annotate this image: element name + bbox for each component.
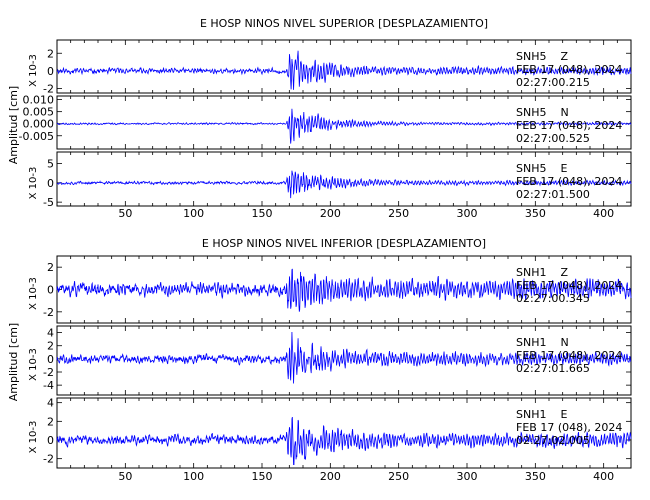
trace-time-label: 02:27:01.665 <box>516 362 590 375</box>
y-tick-label: -5 <box>43 196 54 209</box>
trace-time-label: 02:27:00.525 <box>516 132 590 145</box>
y-tick-label: -4 <box>43 379 54 392</box>
x-tick-label: 400 <box>593 470 614 483</box>
y-axis-label: Amplitud [cm] <box>7 323 20 401</box>
y-tick-label: 0.010 <box>23 94 55 107</box>
x-tick-label: 250 <box>388 207 409 220</box>
component-code: E <box>560 408 567 421</box>
station-code: SNH1 <box>516 336 546 349</box>
y-tick-label: 2 <box>47 415 54 428</box>
y-tick-label: -2 <box>43 306 54 319</box>
component-code: N <box>560 336 568 349</box>
component-code: Z <box>560 50 568 63</box>
y-tick-label: 4 <box>47 397 54 410</box>
y-tick-label: 5 <box>47 158 54 171</box>
x-tick-label: 400 <box>593 207 614 220</box>
component-code: E <box>560 162 567 175</box>
scale-factor-label: X 10-3 <box>28 54 39 87</box>
y-tick-label: 2 <box>47 47 54 60</box>
trace-date-label: FEB 17 (048), 2024 <box>516 421 622 434</box>
y-tick-label: 0 <box>47 177 54 190</box>
y-axis-label: Amplitud [cm] <box>7 86 20 164</box>
y-tick-label: -2 <box>43 453 54 466</box>
waveform-line <box>56 416 632 466</box>
y-tick-label: 2 <box>47 261 54 274</box>
trace-time-label: 02:27:00.345 <box>516 292 590 305</box>
y-tick-label: -2 <box>43 366 54 379</box>
lower-level-panel: E HOSP NINOS NIVEL INFERIOR [DESPLAZAMIE… <box>7 237 632 483</box>
scale-factor-label: X 10-3 <box>28 167 39 200</box>
y-tick-label: 0.000 <box>23 118 55 131</box>
station-component-label: SNH1 Z <box>516 266 568 279</box>
waveform-line <box>56 170 632 199</box>
scale-factor-label: X 10-3 <box>28 348 39 381</box>
trace-time-label: 02:27:01.500 <box>516 188 590 201</box>
waveform-line <box>56 108 632 144</box>
x-tick-label: 150 <box>252 207 273 220</box>
panel-title: E HOSP NINOS NIVEL SUPERIOR [DESPLAZAMIE… <box>200 17 488 30</box>
x-tick-label: 350 <box>525 207 546 220</box>
panel-title: E HOSP NINOS NIVEL INFERIOR [DESPLAZAMIE… <box>202 237 486 250</box>
x-tick-label: 350 <box>525 470 546 483</box>
station-code: SNH5 <box>516 162 546 175</box>
x-tick-label: 100 <box>183 470 204 483</box>
trace-date-label: FEB 17 (048), 2024 <box>516 63 622 76</box>
y-tick-label: 0 <box>47 434 54 447</box>
x-tick-label: 100 <box>183 207 204 220</box>
y-tick-label: 0 <box>47 353 54 366</box>
trace-time-label: 02:27:00.215 <box>516 76 590 89</box>
x-tick-label: 300 <box>457 207 478 220</box>
x-tick-label: 250 <box>388 470 409 483</box>
waveform-line <box>56 332 632 384</box>
trace-date-label: FEB 17 (048), 2024 <box>516 349 622 362</box>
upper-level-panel: E HOSP NINOS NIVEL SUPERIOR [DESPLAZAMIE… <box>7 17 632 220</box>
trace-date-label: FEB 17 (048), 2024 <box>516 175 622 188</box>
trace-date-label: FEB 17 (048), 2024 <box>516 279 622 292</box>
x-tick-label: 50 <box>118 207 132 220</box>
y-tick-label: 4 <box>47 327 54 340</box>
trace-date-label: FEB 17 (048), 2024 <box>516 119 622 132</box>
station-component-label: SNH1 N <box>516 336 569 349</box>
x-tick-label: 50 <box>118 470 132 483</box>
component-code: N <box>560 106 568 119</box>
station-code: SNH5 <box>516 50 546 63</box>
station-component-label: SNH5 N <box>516 106 569 119</box>
station-code: SNH5 <box>516 106 546 119</box>
y-tick-label: 2 <box>47 340 54 353</box>
x-tick-label: 300 <box>457 470 478 483</box>
station-component-label: SNH5 Z <box>516 50 568 63</box>
waveform-line <box>56 50 632 90</box>
x-tick-label: 150 <box>252 470 273 483</box>
waveform-line <box>56 268 632 312</box>
y-tick-label: -2 <box>43 83 54 96</box>
y-tick-label: 0.005 <box>23 106 55 119</box>
x-tick-label: 200 <box>320 207 341 220</box>
scale-factor-label: X 10-3 <box>28 277 39 310</box>
scale-factor-label: X 10-3 <box>28 421 39 454</box>
station-component-label: SNH1 E <box>516 408 567 421</box>
station-code: SNH1 <box>516 408 546 421</box>
x-tick-label: 200 <box>320 470 341 483</box>
y-tick-label: 0 <box>47 284 54 297</box>
trace-time-label: 02:27:02.005 <box>516 434 590 447</box>
station-code: SNH1 <box>516 266 546 279</box>
component-code: Z <box>560 266 568 279</box>
y-tick-label: -0.005 <box>19 130 54 143</box>
station-component-label: SNH5 E <box>516 162 567 175</box>
y-tick-label: 0 <box>47 65 54 78</box>
